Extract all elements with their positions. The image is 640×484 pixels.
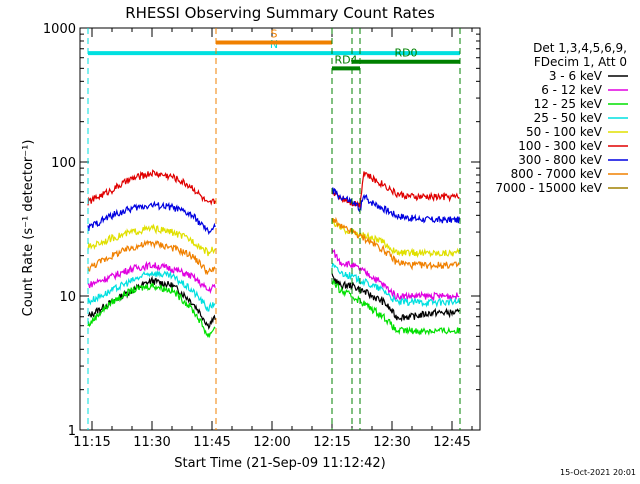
y-tick-label: 10: [59, 290, 76, 305]
legend-entry-label: 300 - 800 keV: [518, 153, 602, 167]
annotation-label: RD4: [334, 53, 357, 66]
series-line: [87, 260, 216, 295]
series-line: [87, 239, 216, 275]
series-line: [87, 269, 216, 312]
series-line: [87, 275, 216, 331]
y-tick-label: 1: [68, 424, 76, 439]
series-line: [87, 282, 216, 339]
legend-entry-label: 12 - 25 keV: [534, 97, 603, 111]
legend-entry-label: 800 - 7000 keV: [511, 167, 603, 181]
x-tick-label: 12:30: [373, 435, 410, 450]
legend-entry-label: 3 - 6 keV: [549, 69, 603, 83]
series-line: [331, 171, 460, 208]
x-tick-label: 12:45: [433, 435, 470, 450]
x-axis-label: Start Time (21-Sep-09 11:12:42): [174, 456, 385, 471]
plot-area: 1 10 100 1000 11:15 11:30 11:45 12:00 12:15 12:30…: [43, 22, 481, 450]
legend-entry-label: 100 - 300 keV: [518, 139, 602, 153]
series-line: [331, 187, 460, 224]
annotation-label: S: [271, 27, 278, 40]
annotation-label: N: [270, 38, 278, 51]
x-tick-label: 12:00: [253, 435, 290, 450]
legend-entry-label: 6 - 12 keV: [541, 83, 603, 97]
x-tick-label: 11:30: [133, 435, 170, 450]
x-tick-label: 12:15: [313, 435, 350, 450]
x-tick-label: 11:45: [193, 435, 230, 450]
chart-title: RHESSI Observing Summary Count Rates: [125, 4, 435, 22]
series-line: [331, 273, 460, 323]
x-tick-label: 11:15: [73, 435, 110, 450]
annotation-label: RD0: [394, 47, 417, 60]
legend-entry-label: 25 - 50 keV: [534, 111, 603, 125]
y-tick-label: 100: [51, 156, 76, 171]
y-tick-label: 1000: [43, 22, 76, 37]
legend-entry-label: 7000 - 15000 keV: [495, 181, 602, 195]
series-line: [331, 216, 460, 271]
legend-header: FDecim 1, Att 0: [534, 55, 627, 69]
legend: Det 1,3,4,5,6,9,FDecim 1, Att 03 - 6 keV…: [495, 41, 628, 195]
series-line: [87, 223, 216, 257]
y-axis-label: Count Rate (s⁻¹ detector⁻¹): [21, 140, 36, 317]
legend-header: Det 1,3,4,5,6,9,: [533, 41, 627, 55]
series-line: [87, 200, 216, 236]
timestamp: 15-Oct-2021 20:01: [560, 468, 636, 477]
series-line: [331, 262, 460, 308]
legend-entry-label: 50 - 100 keV: [526, 125, 603, 139]
series-line: [331, 279, 460, 336]
plot-frame: [79, 27, 481, 431]
series-line: [331, 248, 460, 302]
series-line: [331, 217, 460, 259]
series-line: [87, 169, 216, 206]
